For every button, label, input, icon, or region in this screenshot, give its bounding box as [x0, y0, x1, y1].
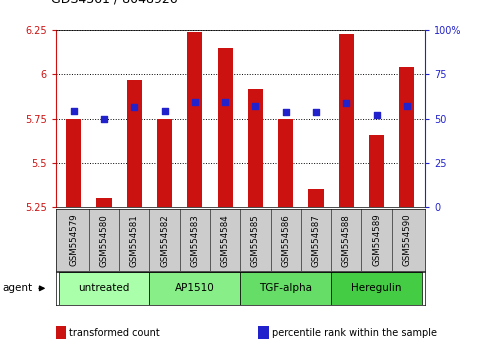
- Bar: [97, 198, 112, 207]
- Text: GSM554580: GSM554580: [99, 214, 109, 267]
- Text: Heregulin: Heregulin: [351, 283, 402, 293]
- Point: [221, 99, 229, 105]
- Text: GSM554589: GSM554589: [372, 214, 381, 267]
- Point: [403, 103, 411, 109]
- Text: AP1510: AP1510: [175, 283, 215, 293]
- Text: untreated: untreated: [78, 283, 130, 293]
- Text: percentile rank within the sample: percentile rank within the sample: [272, 328, 437, 338]
- Text: GSM554590: GSM554590: [402, 214, 412, 267]
- Text: GSM554588: GSM554588: [342, 214, 351, 267]
- Point: [191, 99, 199, 105]
- Text: GSM554587: GSM554587: [312, 214, 321, 267]
- Text: GSM554584: GSM554584: [221, 214, 229, 267]
- Bar: [369, 135, 384, 207]
- Text: transformed count: transformed count: [69, 328, 160, 338]
- Bar: [331, 272, 422, 305]
- Text: GSM554586: GSM554586: [281, 214, 290, 267]
- Text: GSM554583: GSM554583: [190, 214, 199, 267]
- Point: [130, 104, 138, 110]
- Text: agent: agent: [2, 283, 32, 293]
- Bar: [339, 34, 354, 207]
- Point: [252, 103, 259, 109]
- Point: [373, 112, 381, 118]
- Text: GDS4361 / 8048926: GDS4361 / 8048926: [51, 0, 177, 5]
- Bar: [241, 272, 331, 305]
- Bar: [157, 119, 172, 207]
- Bar: [217, 48, 233, 207]
- Bar: [66, 119, 81, 207]
- Point: [312, 110, 320, 115]
- Text: GSM554582: GSM554582: [160, 214, 169, 267]
- Text: GSM554579: GSM554579: [69, 214, 78, 267]
- Point: [100, 116, 108, 122]
- Bar: [278, 119, 293, 207]
- Text: GSM554585: GSM554585: [251, 214, 260, 267]
- Text: GSM554581: GSM554581: [130, 214, 139, 267]
- Text: TGF-alpha: TGF-alpha: [259, 283, 312, 293]
- Point: [70, 108, 78, 113]
- Bar: [309, 189, 324, 207]
- Bar: [399, 67, 414, 207]
- Bar: [187, 32, 202, 207]
- Bar: [58, 272, 149, 305]
- Point: [161, 108, 169, 113]
- Point: [282, 109, 290, 114]
- Point: [342, 100, 350, 105]
- Bar: [127, 80, 142, 207]
- Bar: [149, 272, 241, 305]
- Bar: [248, 88, 263, 207]
